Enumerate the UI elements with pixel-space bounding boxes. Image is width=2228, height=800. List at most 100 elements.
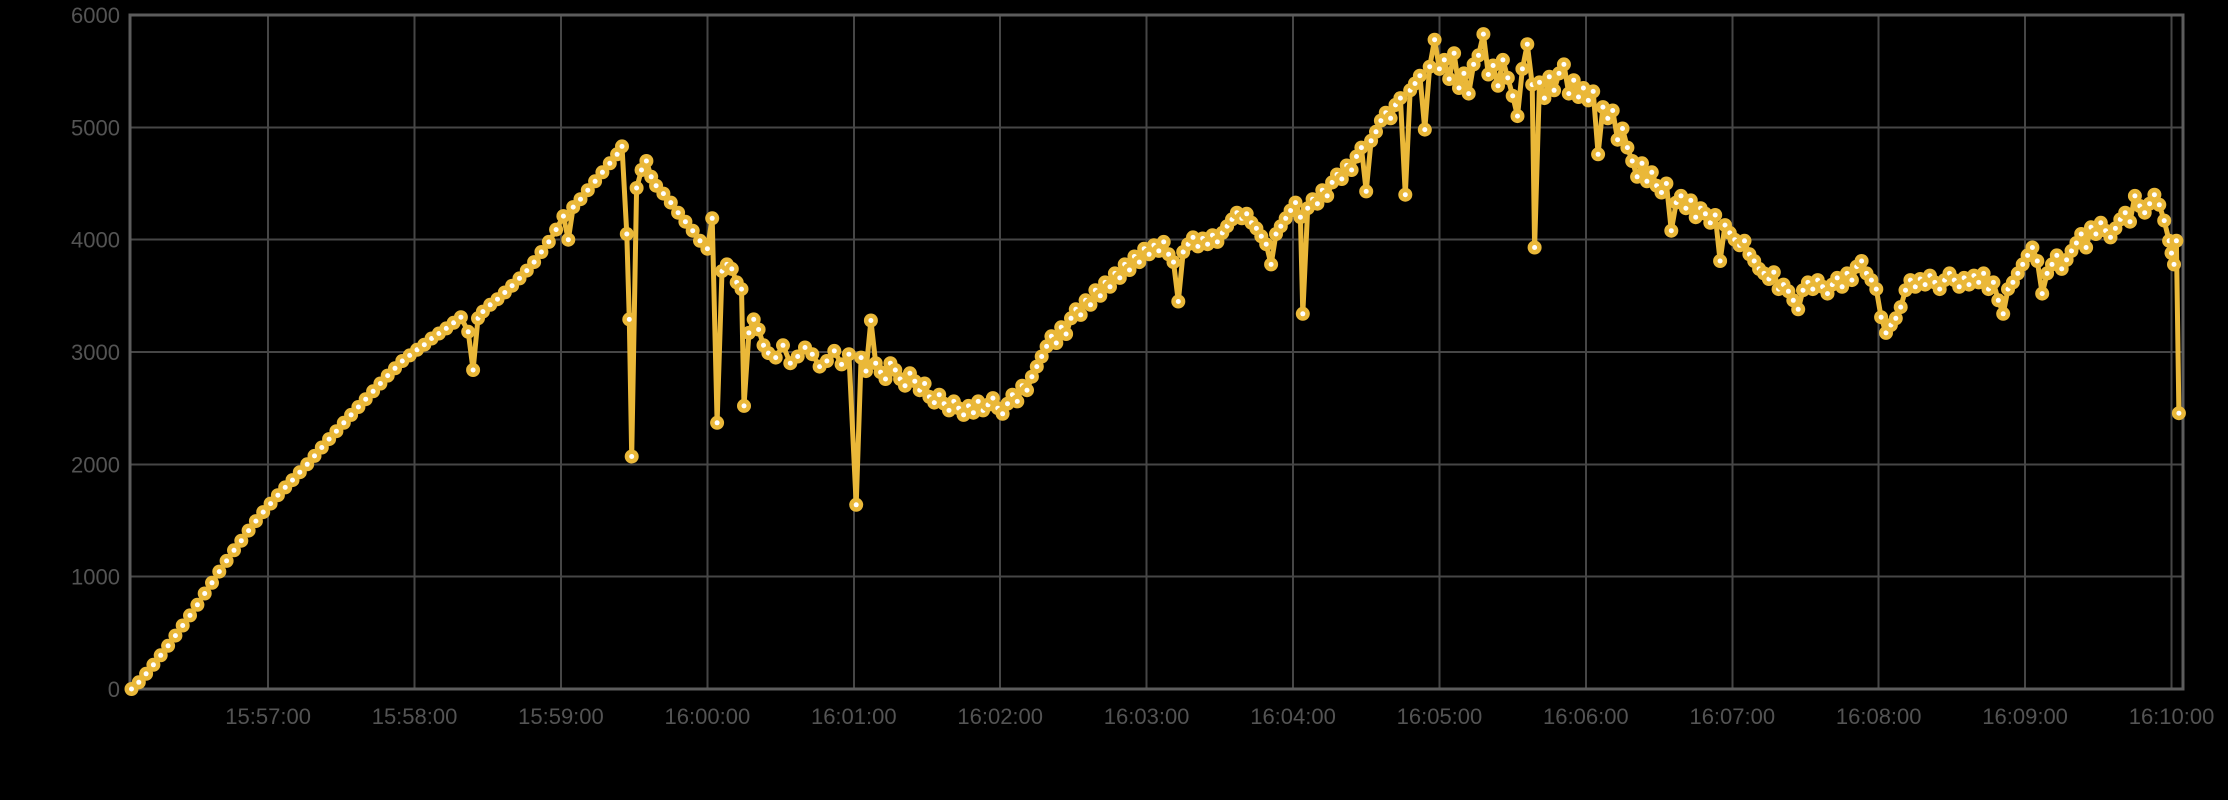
data-point-center <box>1324 193 1330 199</box>
data-point-center <box>1363 188 1369 194</box>
data-point-center <box>704 246 710 252</box>
data-point-center <box>2000 311 2006 317</box>
data-point-center <box>1717 258 1723 264</box>
data-point-center <box>2176 410 2182 416</box>
data-point-center <box>1205 241 1211 247</box>
data-point-center <box>853 502 859 508</box>
data-point-center <box>385 373 391 379</box>
data-point-center <box>773 355 779 361</box>
data-point-center <box>1166 251 1172 257</box>
data-point-center <box>1461 70 1467 76</box>
data-point-center <box>1171 259 1176 265</box>
data-point-center <box>436 331 442 336</box>
data-point-center <box>639 167 644 173</box>
data-point-center <box>1785 288 1791 294</box>
y-axis-tick-label: 1000 <box>71 565 120 590</box>
data-point-center <box>1417 73 1423 79</box>
data-point-center <box>1471 61 1477 67</box>
data-point-center <box>624 231 630 237</box>
data-point-center <box>2108 234 2113 240</box>
data-point-center <box>1456 85 1462 91</box>
data-point-center <box>216 569 222 575</box>
data-point-center <box>592 178 598 184</box>
data-point-center <box>268 501 274 507</box>
data-point-center <box>333 428 339 434</box>
data-point-center <box>1683 205 1689 211</box>
data-point-center <box>1053 340 1059 346</box>
data-point-center <box>1849 277 1855 283</box>
data-point-center <box>1873 286 1879 292</box>
data-point-center <box>1097 293 1103 299</box>
data-point-center <box>975 398 981 404</box>
data-point-center <box>1490 63 1496 68</box>
data-point-center <box>2015 270 2021 276</box>
data-point-center <box>902 383 908 389</box>
data-point-center <box>1078 312 1084 318</box>
data-point-center <box>1268 261 1274 267</box>
data-point-center <box>1649 169 1655 175</box>
data-point-center <box>660 191 666 197</box>
data-point-center <box>570 204 576 210</box>
data-point-center <box>1014 398 1020 404</box>
data-point-center <box>690 228 696 234</box>
data-point-center <box>1580 85 1586 91</box>
data-point-center <box>1288 208 1294 213</box>
data-point-center <box>1432 37 1438 43</box>
data-point-center <box>802 345 808 350</box>
data-point-center <box>1427 64 1433 70</box>
x-axis-tick-label: 16:06:00 <box>1543 704 1629 729</box>
data-point-center <box>136 679 142 685</box>
data-point-center <box>246 528 252 534</box>
data-point-center <box>2025 252 2031 258</box>
data-point-center <box>392 365 398 371</box>
data-point-center <box>1195 243 1201 249</box>
data-point-center <box>443 325 449 331</box>
data-point-center <box>1190 234 1196 240</box>
data-point-center <box>297 469 303 475</box>
data-point-center <box>746 330 752 336</box>
data-point-center <box>1995 297 2001 303</box>
data-point-center <box>907 370 913 376</box>
data-point-center <box>290 477 295 483</box>
data-point-center <box>2049 261 2055 267</box>
data-point-center <box>648 174 654 180</box>
data-point-center <box>231 547 237 553</box>
data-point-center <box>487 302 493 308</box>
data-point-center <box>1161 239 1167 245</box>
data-point-center <box>1519 66 1525 72</box>
data-point-center <box>607 160 613 166</box>
data-point-center <box>465 329 471 335</box>
x-axis-tick-label: 16:07:00 <box>1689 704 1775 729</box>
data-point-center <box>502 290 508 295</box>
x-axis-tick-label: 16:03:00 <box>1104 704 1190 729</box>
data-point-center <box>1305 205 1311 211</box>
y-axis-tick-label: 2000 <box>71 452 120 477</box>
y-axis-tick-label: 5000 <box>71 115 120 140</box>
data-point-center <box>1175 299 1181 304</box>
data-point-center <box>2169 250 2174 256</box>
data-point-center <box>931 400 937 406</box>
data-point-center <box>922 381 928 386</box>
data-point-center <box>1244 211 1250 217</box>
data-point-center <box>480 309 486 315</box>
data-point-center <box>1044 343 1050 349</box>
series-markers <box>124 27 2186 696</box>
data-point-center <box>1063 331 1069 337</box>
data-point-center <box>2142 210 2148 216</box>
data-point-center <box>1532 245 1538 250</box>
data-point-center <box>1571 77 1577 83</box>
data-point-center <box>831 348 837 354</box>
data-point-center <box>565 237 571 243</box>
data-point-center <box>2173 238 2179 244</box>
data-point-center <box>1283 215 1289 221</box>
data-point-center <box>1495 83 1501 89</box>
data-point-center <box>1893 315 1899 321</box>
data-point-center <box>1253 225 1259 231</box>
data-point-center <box>158 652 164 658</box>
data-point-center <box>282 484 288 490</box>
data-point-center <box>1834 275 1840 281</box>
data-point-center <box>1590 88 1596 94</box>
data-point-center <box>1446 76 1452 82</box>
data-point-center <box>377 381 383 386</box>
data-point-center <box>275 492 281 498</box>
